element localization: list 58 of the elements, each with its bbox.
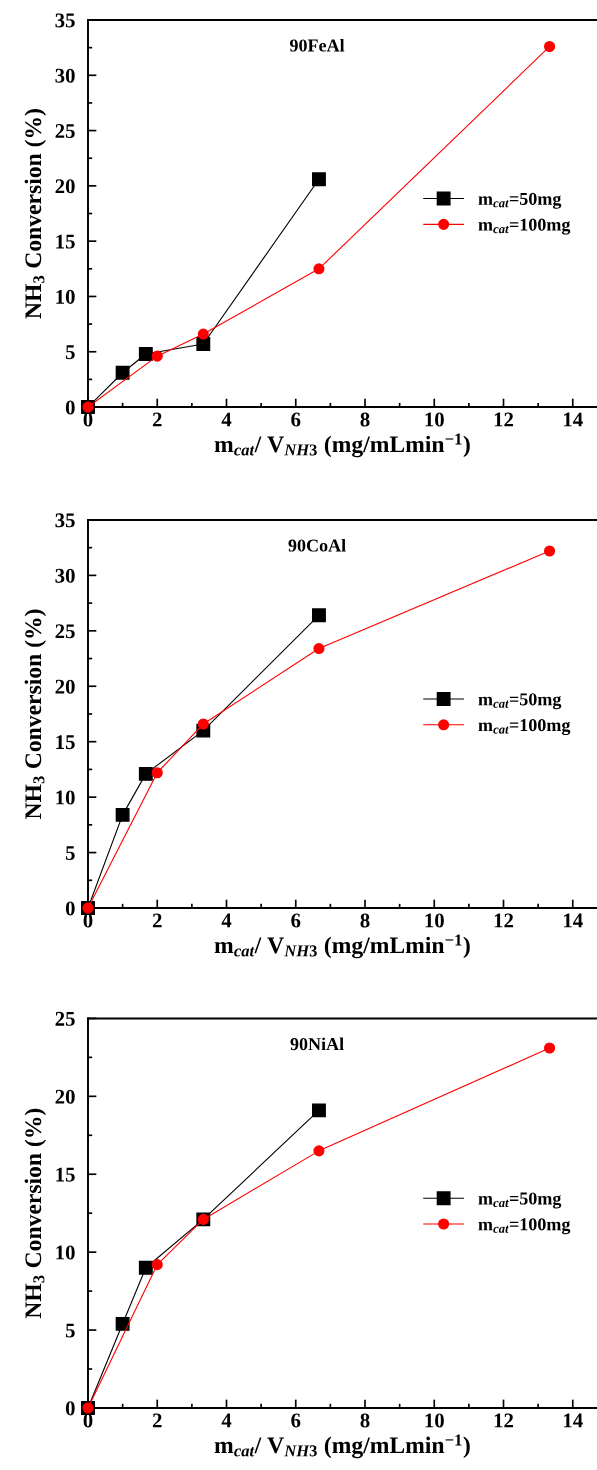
x-tick-label: 8 [360,412,370,427]
y-axis-title: NH$_{3}$ Conversion (%) [24,609,47,820]
y-tick-label: 30 [55,68,75,83]
x-tick-label: 14 [564,913,583,928]
legend-label: m$_{cat}$=100mg [478,719,571,736]
y-tick-label: 25 [55,124,75,139]
y-axis-title: NH$_{3}$ Conversion (%) [24,1108,47,1319]
y-tick-label: 10 [56,289,75,304]
x-tick-label: 2 [152,913,162,928]
legend-label: m$_{cat}$=100mg [478,218,571,235]
y-tick-label: 20 [55,679,75,694]
text: 90NiAl [290,1037,344,1051]
x-tick-label: 12 [494,1413,514,1428]
x-tick-label: 6 [291,412,301,427]
legend-label: m$_{cat}$=50mg [478,693,562,710]
y-tick-label: 15 [56,234,75,249]
x-tick-label: 4 [221,412,232,427]
legend-label: m$_{cat}$=100mg [478,1218,571,1235]
y-tick-label: 25 [55,1011,75,1026]
x-tick-label: 2 [152,1413,162,1428]
y-tick-label: 0 [65,901,75,916]
x-tick-label: 10 [425,1413,444,1428]
legend-label: m$_{cat}$=50mg [478,192,562,209]
y-tick-label: 10 [56,1245,75,1260]
x-tick-label: 10 [425,412,444,427]
y-tick-label: 20 [55,1089,75,1104]
x-tick-label: 14 [564,1413,583,1428]
y-tick-label: 5 [65,1323,75,1338]
x-axis-title: m$_{cat}$/ V$_{NH3}$ (mg/mLmin$^{−1}$) [214,934,470,959]
y-tick-label: 35 [55,13,75,28]
x-tick-label: 2 [152,412,162,427]
y-tick-label: 20 [55,179,75,194]
x-tick-label: 4 [221,913,232,928]
x-tick-label: 6 [291,1413,301,1428]
x-tick-label: 8 [360,913,370,928]
y-tick-label: 5 [65,846,75,861]
text: 90FeAl [289,38,345,52]
text: 90CoAl [288,538,346,552]
x-tick-label: 14 [564,412,583,427]
x-tick-label: 10 [425,913,444,928]
x-axis-title: m$_{cat}$/ V$_{NH3}$ (mg/mLmin$^{−1}$) [214,433,470,458]
y-tick-label: 0 [65,1401,75,1416]
y-tick-label: 0 [65,400,75,415]
x-tick-label: 12 [494,913,514,928]
y-tick-label: 15 [56,1167,75,1182]
x-tick-label: 12 [494,412,514,427]
y-axis-title: NH$_{3}$ Conversion (%) [24,109,47,319]
x-tick-label: 4 [221,1413,232,1428]
y-tick-label: 30 [55,568,75,583]
y-tick-label: 25 [55,624,75,639]
x-tick-label: 6 [291,913,301,928]
y-tick-label: 15 [56,735,75,750]
x-tick-label: 8 [360,1413,370,1428]
y-tick-label: 35 [55,513,75,528]
y-tick-label: 5 [65,345,75,360]
y-tick-label: 10 [56,790,75,805]
x-axis-title: m$_{cat}$/ V$_{NH3}$ (mg/mLmin$^{−1}$) [214,1434,470,1459]
legend-label: m$_{cat}$=50mg [478,1192,562,1209]
